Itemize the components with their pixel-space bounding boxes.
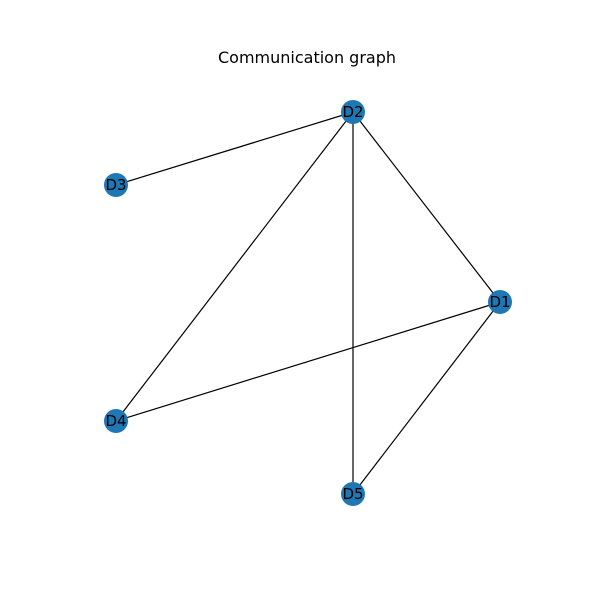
edges-layer xyxy=(115,111,501,495)
nodes-layer: D1 D2 D3 D4 D5 xyxy=(104,100,512,506)
edge-d1-d4 xyxy=(115,301,501,422)
edge-d2-d4 xyxy=(115,111,354,422)
node-label-d1: D1 xyxy=(489,293,510,311)
graph-title: Communication graph xyxy=(218,48,396,67)
node-d1: D1 xyxy=(488,290,512,314)
node-d5: D5 xyxy=(341,482,365,506)
node-circle-d1 xyxy=(488,290,512,314)
node-circle-d5 xyxy=(341,482,365,506)
node-d4: D4 xyxy=(104,409,128,433)
node-label-d2: D2 xyxy=(342,103,363,121)
node-d3: D3 xyxy=(104,173,128,197)
edge-d2-d1 xyxy=(352,111,501,303)
node-circle-d3 xyxy=(104,173,128,197)
node-circle-d2 xyxy=(341,100,365,124)
node-label-d4: D4 xyxy=(105,412,126,430)
node-d2: D2 xyxy=(341,100,365,124)
node-label-d5: D5 xyxy=(342,485,363,503)
edge-d2-d3 xyxy=(115,111,354,186)
node-circle-d4 xyxy=(104,409,128,433)
node-label-d3: D3 xyxy=(105,176,126,194)
edge-d1-d5 xyxy=(352,301,501,495)
